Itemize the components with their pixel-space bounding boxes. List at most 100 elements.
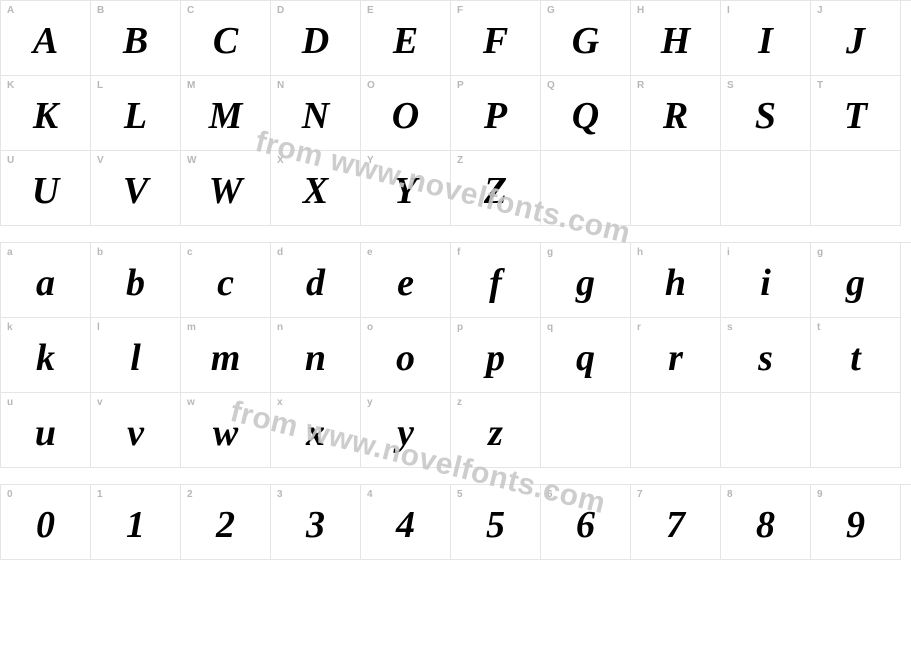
glyph-cell: 77 [631, 485, 721, 560]
glyph-cell: UU [1, 151, 91, 226]
cell-label: p [457, 322, 463, 333]
glyph-cell [721, 151, 811, 226]
cell-label: O [367, 80, 375, 91]
cell-glyph: t [850, 339, 861, 377]
cell-glyph: I [758, 22, 773, 60]
cell-glyph: U [32, 172, 59, 210]
cell-label: 3 [277, 489, 283, 500]
cell-glyph: H [661, 22, 691, 60]
cell-label: S [727, 80, 734, 91]
glyph-cell: oo [361, 318, 451, 393]
cell-label: i [727, 247, 730, 258]
cell-glyph: 8 [756, 506, 775, 544]
glyph-cell [541, 151, 631, 226]
cell-label: 6 [547, 489, 553, 500]
cell-glyph: l [130, 339, 141, 377]
glyph-cell [631, 393, 721, 468]
cell-glyph: w [213, 414, 238, 452]
glyph-cell: ii [721, 243, 811, 318]
cell-glyph: n [305, 339, 326, 377]
cell-glyph: a [36, 264, 55, 302]
cell-glyph: N [302, 97, 329, 135]
glyph-cell: ee [361, 243, 451, 318]
cell-glyph: R [663, 97, 688, 135]
glyph-cell: ZZ [451, 151, 541, 226]
glyph-cell: cc [181, 243, 271, 318]
cell-label: b [97, 247, 103, 258]
cell-glyph: M [209, 97, 243, 135]
cell-glyph: Z [484, 172, 507, 210]
cell-label: n [277, 322, 283, 333]
cell-label: 0 [7, 489, 13, 500]
glyph-cell: qq [541, 318, 631, 393]
glyph-cell: CC [181, 1, 271, 76]
glyph-cell: EE [361, 1, 451, 76]
glyph-cell: NN [271, 76, 361, 151]
cell-glyph: v [127, 414, 144, 452]
glyph-cell: LL [91, 76, 181, 151]
cell-glyph: 7 [666, 506, 685, 544]
glyph-cell [631, 151, 721, 226]
glyph-cell: gg [811, 243, 901, 318]
cell-label: s [727, 322, 733, 333]
cell-label: 9 [817, 489, 823, 500]
cell-label: q [547, 322, 553, 333]
glyph-cell: gg [541, 243, 631, 318]
cell-glyph: m [211, 339, 241, 377]
cell-glyph: 6 [576, 506, 595, 544]
cell-glyph: p [486, 339, 505, 377]
glyph-cell: YY [361, 151, 451, 226]
cell-label: f [457, 247, 460, 258]
cell-glyph: 4 [396, 506, 415, 544]
cell-label: A [7, 5, 14, 16]
cell-label: 5 [457, 489, 463, 500]
cell-label: Q [547, 80, 555, 91]
cell-glyph: L [124, 97, 147, 135]
cell-label: g [817, 247, 823, 258]
glyph-cell: DD [271, 1, 361, 76]
glyph-cell [811, 151, 901, 226]
cell-glyph: u [35, 414, 56, 452]
glyph-cell: vv [91, 393, 181, 468]
glyph-cell: 99 [811, 485, 901, 560]
cell-glyph: C [213, 22, 238, 60]
glyph-section-lowercase: aabbccddeeffgghhiiggkkllmmnnooppqqrrsstt… [0, 242, 911, 468]
cell-glyph: Q [572, 97, 599, 135]
cell-label: a [7, 247, 13, 258]
cell-glyph: V [123, 172, 148, 210]
glyph-cell: WW [181, 151, 271, 226]
glyph-cell: VV [91, 151, 181, 226]
cell-glyph: 2 [216, 506, 235, 544]
glyph-cell: ff [451, 243, 541, 318]
cell-label: P [457, 80, 464, 91]
glyph-cell: MM [181, 76, 271, 151]
cell-glyph: X [303, 172, 328, 210]
glyph-cell: 11 [91, 485, 181, 560]
cell-glyph: g [576, 264, 595, 302]
cell-glyph: r [668, 339, 683, 377]
glyph-section-uppercase: AABBCCDDEEFFGGHHIIJJKKLLMMNNOOPPQQRRSSTT… [0, 0, 911, 226]
glyph-cell: TT [811, 76, 901, 151]
cell-glyph: s [758, 339, 773, 377]
cell-label: W [187, 155, 196, 166]
glyph-cell: 55 [451, 485, 541, 560]
cell-label: g [547, 247, 553, 258]
cell-glyph: d [306, 264, 325, 302]
cell-glyph: K [33, 97, 58, 135]
glyph-cell: rr [631, 318, 721, 393]
cell-label: l [97, 322, 100, 333]
cell-label: 4 [367, 489, 373, 500]
cell-glyph: G [572, 22, 599, 60]
cell-label: B [97, 5, 104, 16]
glyph-cell: uu [1, 393, 91, 468]
cell-glyph: 0 [36, 506, 55, 544]
glyph-cell: ss [721, 318, 811, 393]
glyph-cell: aa [1, 243, 91, 318]
cell-label: c [187, 247, 193, 258]
cell-label: w [187, 397, 195, 408]
cell-glyph: k [36, 339, 55, 377]
cell-label: d [277, 247, 283, 258]
cell-label: G [547, 5, 555, 16]
glyph-cell: SS [721, 76, 811, 151]
cell-glyph: P [484, 97, 507, 135]
